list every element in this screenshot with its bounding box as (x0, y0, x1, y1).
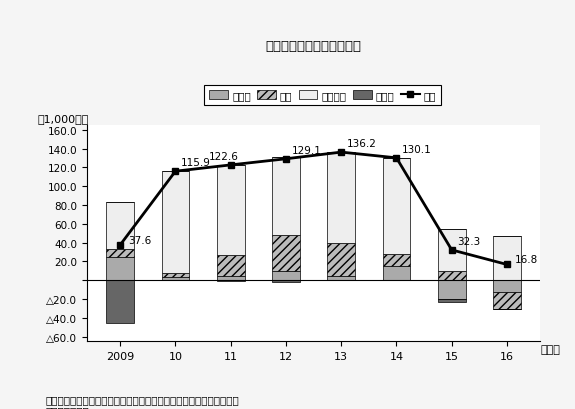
Text: 37.6: 37.6 (128, 235, 152, 245)
Title: 図　業種別就労者数の伸び: 図 業種別就労者数の伸び (266, 40, 362, 52)
Bar (327, 276, 355, 281)
Bar (382, 267, 411, 281)
Bar (438, 271, 466, 281)
Bar (162, 278, 189, 281)
Text: 136.2: 136.2 (347, 139, 377, 149)
Bar (272, 281, 300, 282)
Bar (272, 236, 300, 271)
Bar (493, 281, 521, 292)
Bar (162, 273, 189, 278)
Bar (106, 281, 134, 323)
Bar (162, 172, 189, 273)
Bar (106, 203, 134, 249)
Text: 130.1: 130.1 (402, 145, 432, 155)
Text: （注）該当年の年末時点での就労者数と前年末時点の就労者数の差。: （注）該当年の年末時点での就労者数と前年末時点の就労者数の差。 (46, 395, 240, 405)
Bar (217, 165, 244, 255)
Bar (217, 255, 244, 276)
Bar (382, 159, 411, 254)
Bar (493, 236, 521, 281)
Bar (272, 157, 300, 236)
Text: 115.9: 115.9 (181, 158, 211, 168)
Text: （出所）人材省: （出所）人材省 (46, 405, 90, 409)
Text: 129.1: 129.1 (292, 146, 321, 156)
Text: 122.6: 122.6 (209, 152, 239, 162)
Bar (106, 249, 134, 257)
Bar (272, 271, 300, 281)
Bar (327, 243, 355, 276)
Bar (493, 292, 521, 309)
Legend: 製造業, 建設, サービス, その他, 合計: 製造業, 建設, サービス, その他, 合計 (204, 85, 442, 106)
Bar (438, 229, 466, 271)
Bar (106, 257, 134, 281)
Text: 32.3: 32.3 (457, 236, 481, 247)
Text: （年）: （年） (540, 344, 560, 354)
Bar (382, 254, 411, 267)
Text: （1,000人）: （1,000人） (37, 114, 89, 124)
Bar (217, 276, 244, 281)
Text: 16.8: 16.8 (515, 255, 539, 265)
Bar (438, 281, 466, 299)
Bar (327, 153, 355, 243)
Bar (438, 299, 466, 302)
